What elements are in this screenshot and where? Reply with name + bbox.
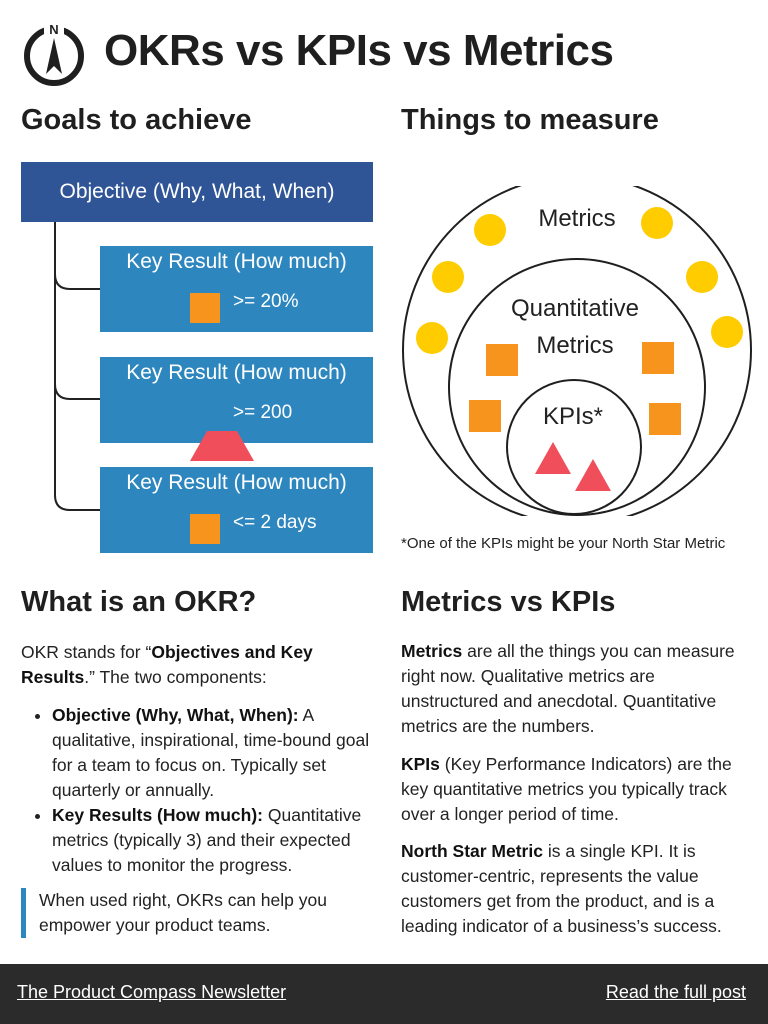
- goals-heading: Goals to achieve: [21, 104, 252, 136]
- paragraph-term: KPIs: [401, 754, 440, 774]
- key-result-label: Key Result (How much): [126, 471, 347, 494]
- yellow-dot: [686, 261, 718, 293]
- red-triangle-icon: [190, 401, 254, 461]
- venn-label-quantitative: Quantitative: [511, 295, 639, 322]
- yellow-dot: [432, 261, 464, 293]
- metrics-circle: [402, 186, 752, 516]
- yellow-dot: [711, 316, 743, 348]
- metrics-paragraph: Metrics are all the things you can measu…: [401, 639, 751, 739]
- paragraph-term: North Star Metric: [401, 841, 543, 861]
- key-result-value: >= 200: [233, 402, 293, 423]
- metrics-vs-kpis-heading: Metrics vs KPIs: [401, 586, 616, 618]
- paragraph-term: Metrics: [401, 641, 463, 661]
- key-result-value: >= 20%: [233, 291, 299, 312]
- yellow-dot: [416, 322, 448, 354]
- objective-box: Objective (Why, What, When): [21, 162, 373, 222]
- orange-square-icon: [190, 293, 220, 323]
- bullet-text: A qualitative, inspirational, time-bound…: [52, 705, 370, 800]
- key-result-label: Key Result (How much): [126, 361, 347, 384]
- key-result-label: Key Result (How much): [126, 250, 347, 273]
- okr-intro-post: .” The two components:: [84, 667, 267, 687]
- metrics-venn-diagram: Metrics Quantitative Metrics KPIs*: [402, 186, 752, 516]
- venn-label-kpis: KPIs*: [543, 403, 603, 430]
- okr-heading: What is an OKR?: [21, 586, 257, 618]
- kpis-paragraph: KPIs (Key Performance Indicators) are th…: [401, 752, 751, 827]
- list-item: Key Results (How much): Quantitative met…: [52, 803, 372, 878]
- red-triangle: [535, 442, 571, 474]
- yellow-dot: [474, 214, 506, 246]
- okr-intro: OKR stands for “Objectives and Key Resul…: [21, 640, 341, 690]
- read-full-post-link[interactable]: Read the full post: [605, 982, 746, 1002]
- bullet-term: Key Results (How much):: [52, 805, 263, 825]
- key-result-value: <= 2 days: [233, 512, 317, 533]
- orange-square: [469, 400, 501, 432]
- north-star-footnote: *One of the KPIs might be your North Sta…: [401, 535, 726, 552]
- quantitative-metrics-circle: [448, 258, 706, 516]
- bullet-term: Objective (Why, What, When):: [52, 705, 299, 725]
- paragraph-text: are all the things you can measure right…: [401, 641, 735, 736]
- logo-letter: N: [49, 22, 58, 37]
- red-triangle: [575, 459, 611, 491]
- key-result-box: Key Result (How much) >= 200: [100, 357, 373, 461]
- okr-components-list: Objective (Why, What, When): A qualitati…: [22, 703, 372, 878]
- footer-bar: The Product Compass Newsletter Read the …: [0, 964, 768, 1024]
- list-item: Objective (Why, What, When): A qualitati…: [52, 703, 372, 803]
- okr-quote: When used right, OKRs can help you empow…: [21, 888, 369, 938]
- kpis-circle: [506, 379, 642, 515]
- paragraph-text: (Key Performance Indicators) are the key…: [401, 754, 732, 824]
- compass-icon: N: [22, 22, 86, 86]
- okr-intro-pre: OKR stands for “: [21, 642, 152, 662]
- paragraph-text: is a single KPI. It is customer-centric,…: [401, 841, 722, 936]
- key-result-box: Key Result (How much) <= 2 days: [100, 467, 373, 553]
- bullet-text: Quantitative metrics (typically 3) and t…: [52, 805, 362, 875]
- page-title: OKRs vs KPIs vs Metrics: [104, 26, 614, 75]
- okr-intro-bold: Objectives and Key Results: [21, 642, 313, 687]
- orange-square: [486, 344, 518, 376]
- orange-square-icon: [190, 514, 220, 544]
- venn-label-quantitative-metrics: Metrics: [536, 332, 613, 359]
- orange-square: [642, 342, 674, 374]
- key-result-box: Key Result (How much) >= 20%: [100, 246, 373, 332]
- orange-square: [649, 403, 681, 435]
- yellow-dot: [641, 207, 673, 239]
- objective-label: Objective (Why, What, When): [59, 180, 335, 203]
- venn-label-metrics: Metrics: [538, 205, 615, 232]
- newsletter-link[interactable]: The Product Compass Newsletter: [17, 982, 287, 1002]
- measure-heading: Things to measure: [401, 104, 659, 136]
- north-star-paragraph: North Star Metric is a single KPI. It is…: [401, 839, 751, 939]
